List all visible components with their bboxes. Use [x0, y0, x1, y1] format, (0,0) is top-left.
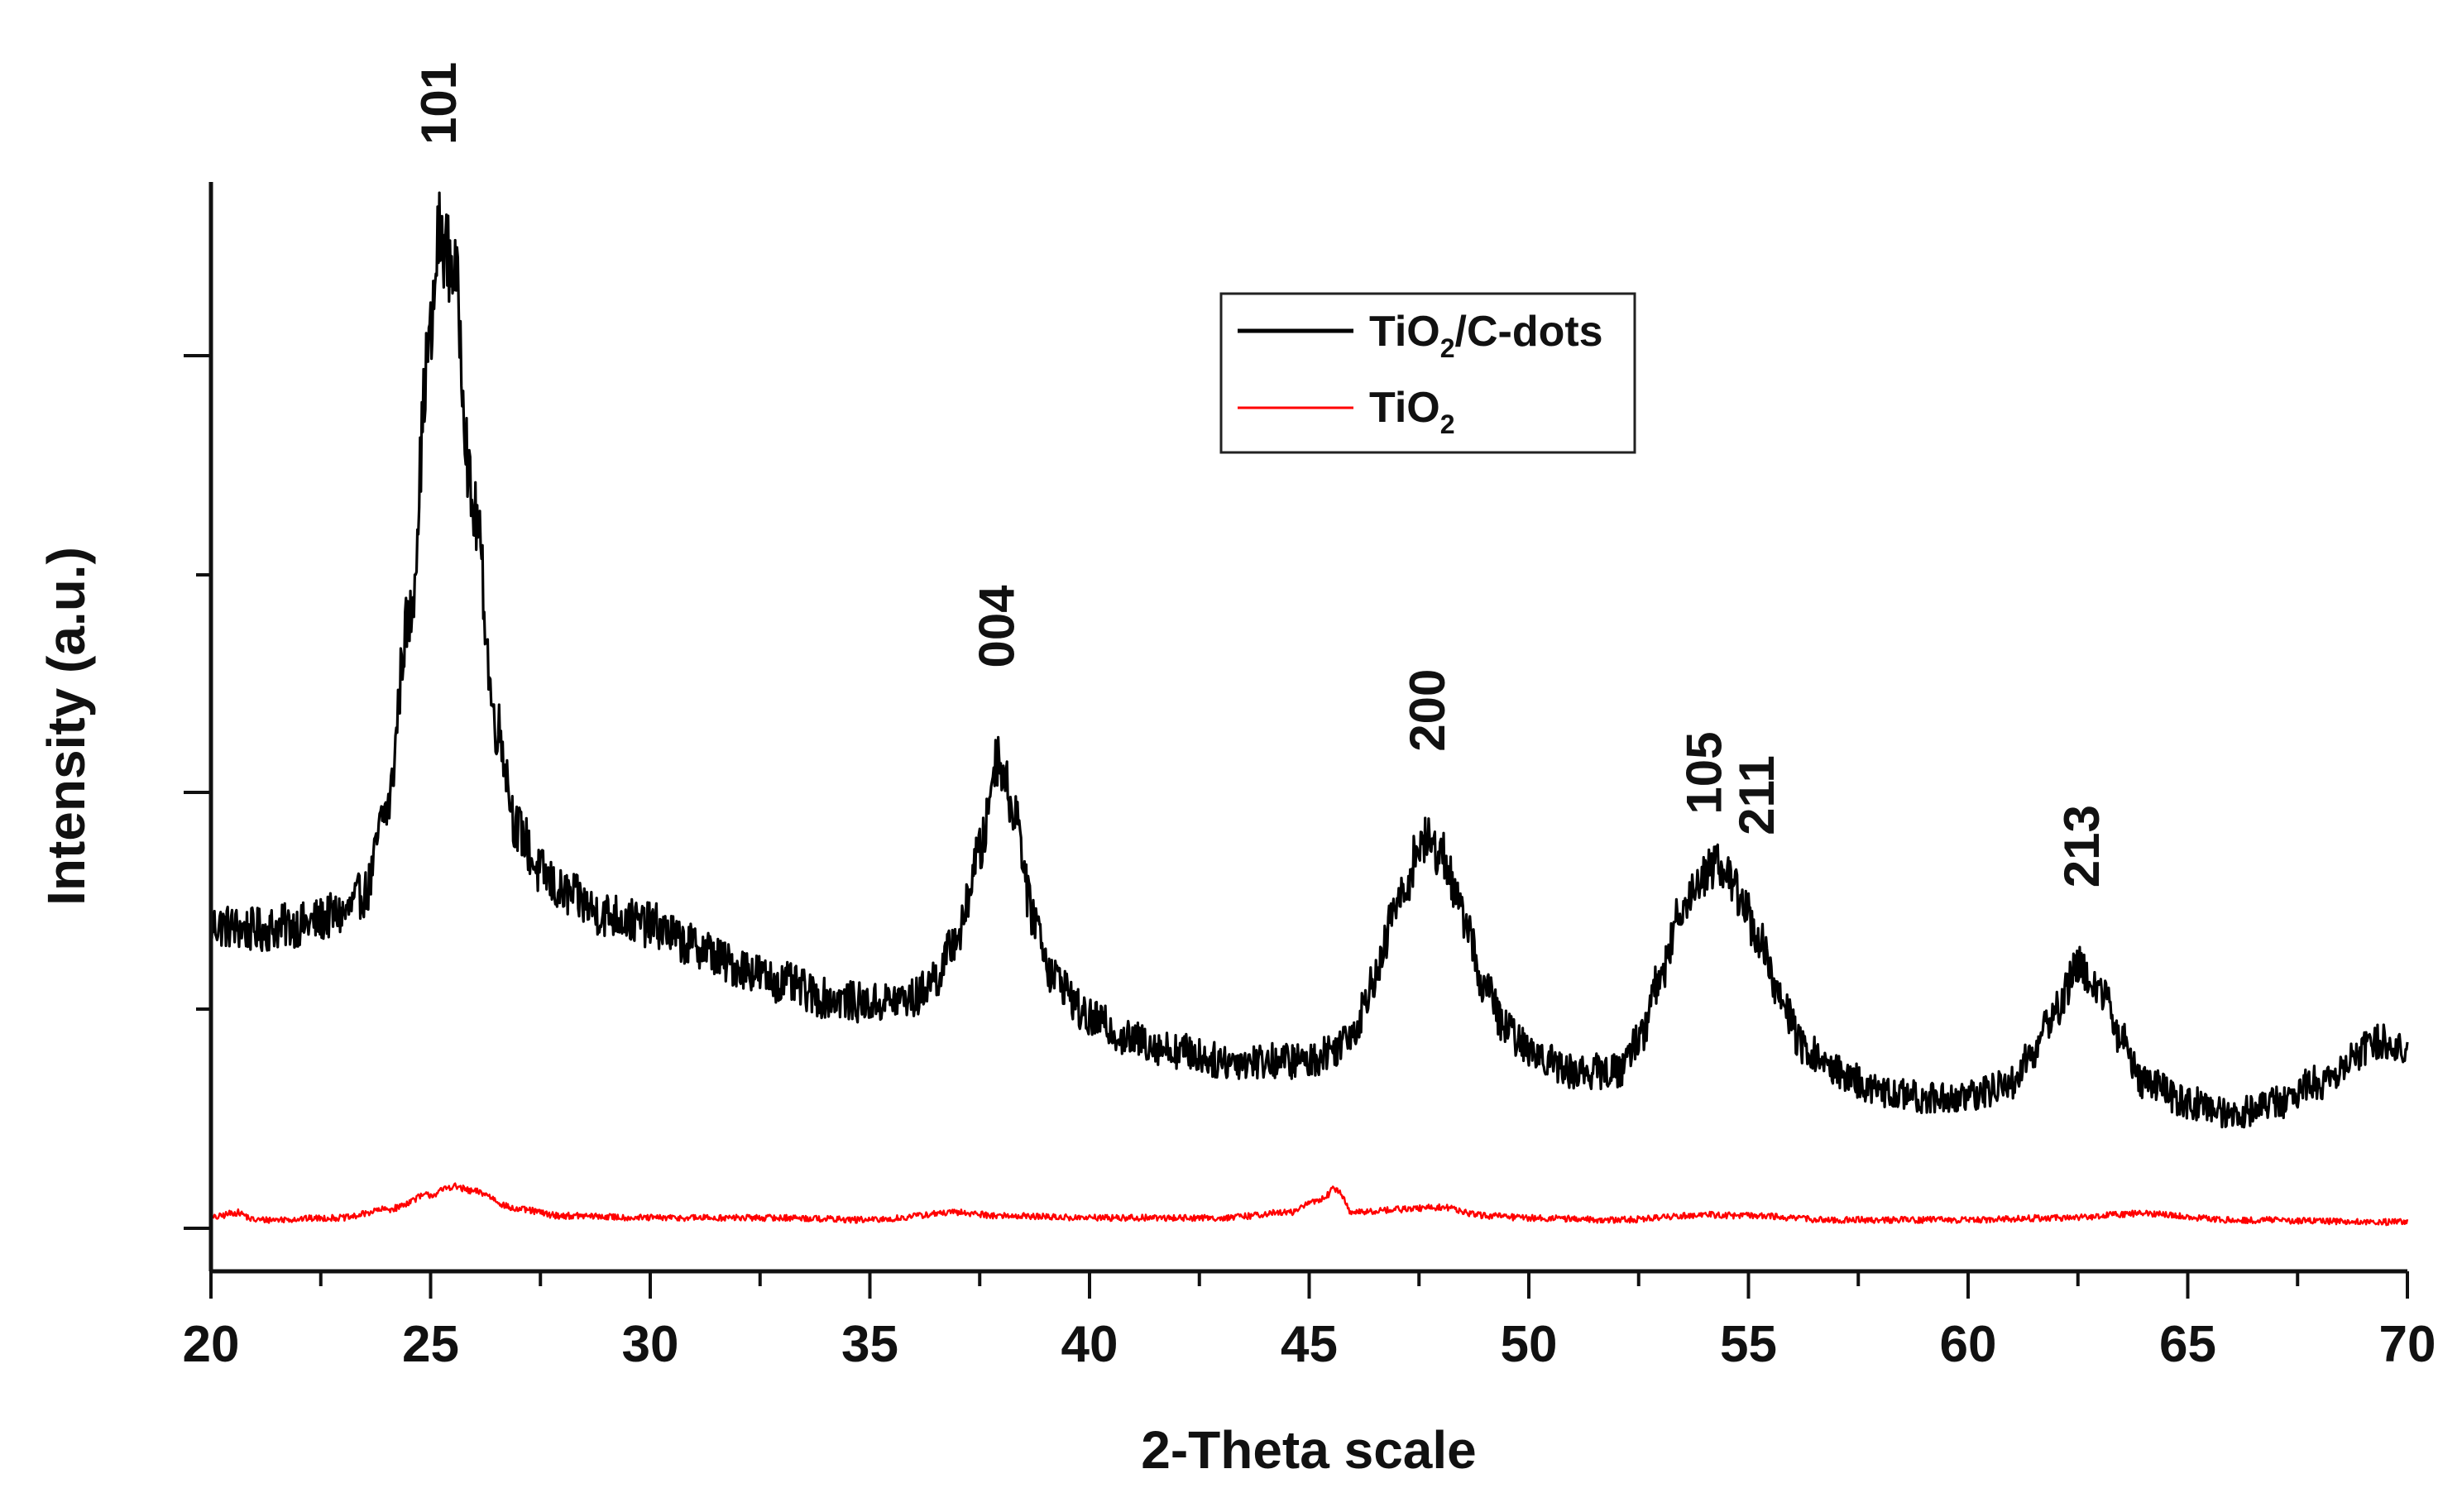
y-axis-ticks: [184, 354, 211, 1230]
y-axis-title: Intensity (a.u.): [36, 547, 96, 906]
series-line-tio2: [209, 1182, 2409, 1227]
series-line-tio2-cdots: [209, 191, 2409, 1129]
x-tick-label: 50: [1501, 1316, 1558, 1373]
peak-label-004: 004: [970, 585, 1025, 668]
peak-label-211: 211: [1729, 755, 1784, 835]
x-axis-ticks: 20 25 30 35 40 45 50 55 60 65 70: [183, 1271, 2436, 1373]
x-tick-label: 65: [2159, 1316, 2216, 1373]
x-tick-label: 20: [183, 1316, 240, 1373]
x-tick-label: 45: [1281, 1316, 1338, 1373]
peak-annotations: 101 004 200 105 211 213: [411, 62, 2110, 888]
peak-label-213: 213: [2054, 805, 2110, 888]
x-tick-label: 25: [402, 1316, 459, 1373]
plot-series: [209, 191, 2409, 1227]
x-tick-label: 35: [841, 1316, 898, 1373]
x-tick-label: 55: [1720, 1316, 1777, 1373]
axes: 20 25 30 35 40 45 50 55 60 65 70: [183, 182, 2436, 1373]
peak-label-105: 105: [1676, 731, 1732, 814]
x-tick-label: 70: [2379, 1316, 2436, 1373]
x-tick-label: 30: [622, 1316, 679, 1373]
legend-box: [1219, 292, 1636, 454]
legend: TiO2/C-dots TiO2: [1219, 292, 1636, 454]
legend-label-tio2: TiO2: [1369, 384, 1455, 439]
legend-label-tio2-cdots: TiO2/C-dots: [1369, 308, 1603, 363]
peak-label-101: 101: [411, 62, 467, 145]
x-tick-label: 40: [1061, 1316, 1118, 1373]
x-axis-title: 2-Theta scale: [1141, 1420, 1477, 1480]
x-tick-label: 60: [1940, 1316, 1997, 1373]
peak-label-200: 200: [1400, 669, 1455, 752]
